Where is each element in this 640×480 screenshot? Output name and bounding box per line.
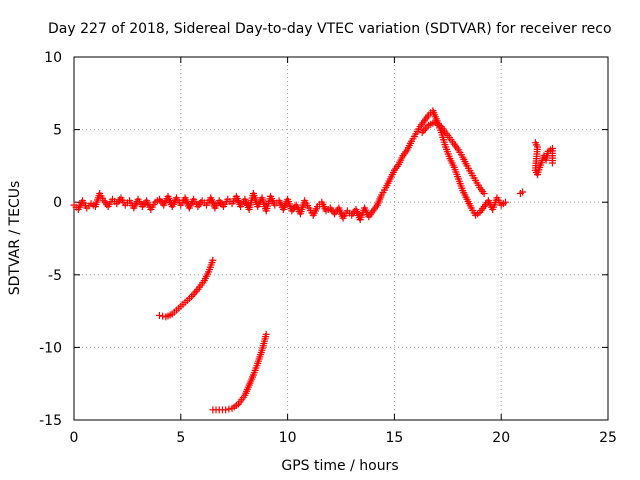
series-segment-2	[209, 330, 270, 414]
y-tick-label: -15	[39, 413, 62, 429]
x-tick-label: 5	[176, 430, 185, 446]
x-tick-label: 15	[385, 430, 403, 446]
axis-ticks: 0 5 10 15 20 25 -15 -10 -5 0 5 10	[39, 50, 617, 446]
x-tick-label: 25	[599, 430, 617, 446]
data-point	[519, 188, 527, 196]
grid	[74, 57, 608, 420]
data-point	[189, 291, 197, 299]
x-tick-label: 0	[70, 430, 79, 446]
data-point	[191, 289, 199, 297]
series-segment-3	[516, 139, 556, 197]
data-point	[501, 198, 509, 206]
data-point	[222, 406, 230, 414]
y-tick-label: -5	[48, 268, 62, 284]
data-point	[480, 189, 488, 197]
y-tick-label: -10	[39, 340, 62, 356]
data-point	[262, 330, 270, 338]
data-point	[192, 287, 200, 295]
x-axis-label: GPS time / hours	[281, 458, 398, 474]
series-segment-1	[155, 256, 217, 321]
y-axis-label: SDTVAR / TECUs	[7, 181, 23, 296]
x-tick-label: 10	[279, 430, 297, 446]
data-point	[209, 256, 217, 264]
data-point	[225, 405, 233, 413]
data-point	[548, 159, 556, 167]
data-points	[70, 107, 556, 414]
y-tick-label: 0	[53, 195, 62, 211]
y-tick-label: 10	[44, 50, 62, 66]
x-tick-label: 20	[492, 430, 510, 446]
series-main	[70, 107, 509, 224]
chart-title: Day 227 of 2018, Sidereal Day-to-day VTE…	[48, 21, 612, 37]
y-tick-label: 5	[53, 123, 62, 139]
data-point	[155, 311, 163, 319]
plot-frame	[73, 56, 609, 421]
